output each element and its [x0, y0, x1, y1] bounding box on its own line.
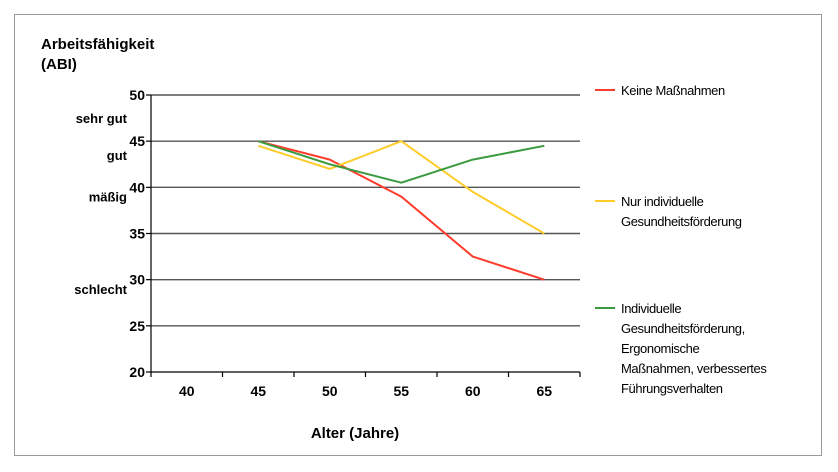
x-axis-title: Alter (Jahre) — [311, 425, 399, 442]
series-line-1 — [258, 140, 545, 281]
y-tick-label-30: 30 — [129, 272, 145, 288]
series-line-3 — [257, 140, 545, 184]
y-tick-label-25: 25 — [129, 318, 145, 334]
legend-label-3-line-3: Ergonomische — [621, 341, 699, 356]
series-lines — [257, 140, 545, 281]
y-axis-title-line-2: (ABI) — [41, 56, 77, 73]
x-tick-label-60: 60 — [465, 383, 481, 399]
y-tick-labels: 20 25 30 35 40 45 50 — [129, 87, 145, 380]
legend-label-2-line-2: Gesundheitsförderung — [621, 214, 742, 229]
category-label-sehr-gut: sehr gut — [76, 111, 128, 126]
y-tick-label-45: 45 — [129, 133, 145, 149]
category-label-mäßig: mäßig — [89, 190, 127, 205]
legend-label-1-line-1: Keine Maßnahmen — [621, 83, 725, 98]
x-tick-label-40: 40 — [179, 383, 195, 399]
line-chart: Arbeitsfähigkeit (ABI) 20 25 30 35 40 45 50 40… — [41, 36, 768, 442]
x-tick-label-45: 45 — [250, 383, 266, 399]
x-tick-label-50: 50 — [322, 383, 338, 399]
y-tick-label-35: 35 — [129, 226, 145, 242]
legend-label-2-line-1: Nur individuelle — [621, 194, 704, 209]
series-line-2 — [257, 140, 545, 235]
legend-label-3-line-2: Gesundheitsförderung, — [621, 321, 745, 336]
gridlines — [151, 94, 580, 327]
rating-category-labels: sehr gut gut mäßig schlecht — [74, 111, 127, 297]
x-tick-labels: 40 45 50 55 60 65 — [179, 383, 552, 399]
category-label-schlecht: schlecht — [74, 282, 127, 297]
category-label-gut: gut — [107, 148, 128, 163]
y-tick-label-20: 20 — [129, 364, 145, 380]
y-axis-title-line-1: Arbeitsfähigkeit — [41, 36, 154, 53]
legend-label-3-line-1: Individuelle — [621, 301, 681, 316]
legend-label-3-line-5: Führungsverhalten — [621, 381, 723, 396]
chart-frame: Arbeitsfähigkeit (ABI) 20 25 30 35 40 45 50 40… — [14, 14, 822, 456]
legend: Keine Maßnahmen Nur individuelle Gesundhei… — [595, 83, 768, 396]
y-tick-label-50: 50 — [129, 87, 145, 103]
x-tick-label-65: 65 — [536, 383, 552, 399]
x-tick-label-55: 55 — [393, 383, 409, 399]
legend-label-3-line-4: Maßnahmen, verbessertes — [621, 361, 767, 376]
axes — [146, 94, 581, 377]
y-tick-label-40: 40 — [129, 179, 145, 195]
